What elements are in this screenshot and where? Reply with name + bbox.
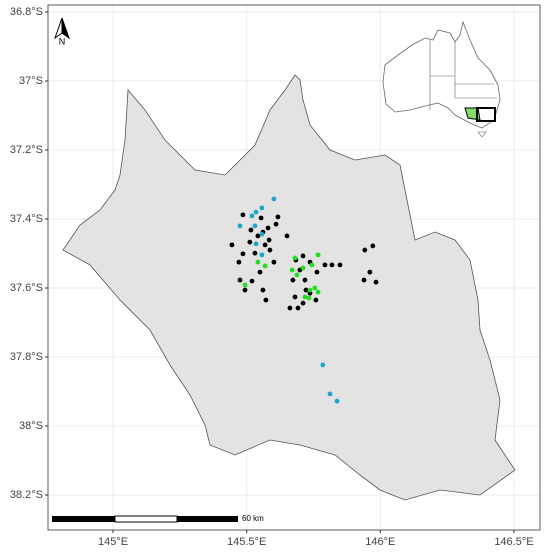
y-tick-label: 38°S: [19, 420, 43, 432]
y-tick-label: 37.6°S: [10, 282, 43, 294]
site-point: [295, 305, 301, 311]
site-point: [313, 297, 319, 303]
site-point: [252, 250, 258, 256]
site-point: [252, 223, 258, 229]
x-tick-label: 146.5°E: [494, 536, 533, 548]
site-point: [315, 289, 321, 295]
y-tick-label: 37.2°S: [10, 144, 43, 156]
site-point: [255, 259, 261, 265]
site-point: [361, 277, 367, 283]
site-point: [300, 300, 306, 306]
site-point: [292, 255, 298, 261]
site-point: [312, 285, 318, 291]
site-point: [248, 227, 254, 233]
site-point: [373, 279, 379, 285]
site-point: [229, 242, 235, 248]
inset-map: [382, 20, 501, 138]
site-point: [242, 287, 248, 293]
scale-label: 60 km: [242, 514, 264, 523]
site-point: [260, 287, 266, 293]
north-label: N: [59, 36, 66, 46]
site-point: [266, 237, 272, 243]
site-point: [370, 243, 376, 249]
site-point: [307, 287, 313, 293]
site-point: [253, 241, 259, 247]
site-point: [263, 297, 269, 303]
north-arrow: N: [54, 17, 70, 46]
site-point: [242, 282, 248, 288]
x-tick-label: 146°E: [365, 536, 395, 548]
site-point: [267, 247, 273, 253]
site-point: [237, 223, 243, 229]
site-point: [262, 242, 268, 248]
x-tick-label: 145°E: [98, 536, 128, 548]
site-point: [300, 253, 306, 259]
site-point: [302, 294, 308, 300]
site-point: [289, 267, 295, 273]
site-point: [249, 278, 255, 284]
site-point: [236, 259, 242, 265]
site-point: [300, 265, 306, 271]
site-point: [265, 225, 271, 231]
site-point: [292, 294, 298, 300]
site-point: [271, 259, 277, 265]
site-point: [290, 277, 296, 283]
site-point: [273, 221, 279, 227]
site-point: [294, 272, 300, 278]
axes: 145°E 145.5°E 146°E 146.5°E 36.8°S 37°S 37.2°S…: [10, 6, 534, 548]
site-point: [314, 269, 320, 275]
y-tick-label: 38.2°S: [10, 489, 43, 501]
site-point: [303, 287, 309, 293]
site-point: [240, 212, 246, 218]
site-point: [258, 215, 264, 221]
site-point: [271, 196, 277, 202]
site-point: [322, 262, 328, 268]
y-tick-label: 37.4°S: [10, 213, 43, 225]
site-point: [329, 262, 335, 268]
site-point: [259, 252, 265, 258]
site-point: [284, 233, 290, 239]
site-point: [253, 209, 259, 215]
site-point: [247, 239, 253, 245]
site-point: [237, 277, 243, 283]
x-tick-label: 145.5°E: [227, 536, 266, 548]
site-point: [367, 269, 373, 275]
points: [229, 196, 379, 404]
scale-bar: 60 km: [52, 514, 264, 523]
site-point: [337, 262, 343, 268]
site-point: [240, 251, 246, 257]
site-point: [315, 252, 321, 258]
site-point: [262, 263, 268, 269]
site-point: [275, 214, 281, 220]
panel-border: [47, 4, 541, 531]
site-point: [249, 213, 255, 219]
site-point: [320, 362, 326, 368]
site-point: [259, 231, 265, 237]
site-point: [257, 269, 263, 275]
y-tick-label: 37.8°S: [10, 351, 43, 363]
site-point: [327, 391, 333, 397]
site-point: [309, 262, 315, 268]
site-point: [259, 205, 265, 211]
site-point: [362, 247, 368, 253]
site-point: [255, 233, 261, 239]
y-tick-label: 37°S: [19, 75, 43, 87]
y-tick-label: 36.8°S: [10, 6, 43, 18]
site-point: [302, 277, 308, 283]
site-point: [287, 305, 293, 311]
region: [62, 74, 516, 501]
site-point: [334, 398, 340, 404]
site-point: [306, 295, 312, 301]
